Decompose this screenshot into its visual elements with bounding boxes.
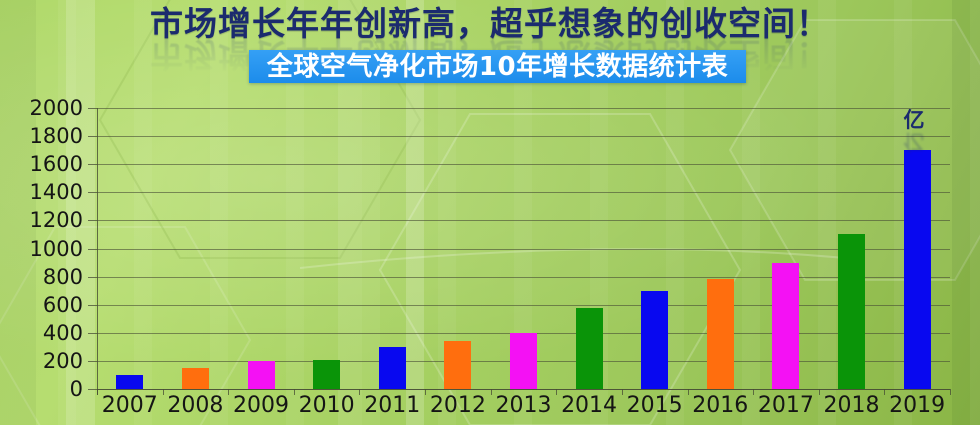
y-axis-tick <box>88 136 97 138</box>
y-axis-tick <box>88 248 97 250</box>
bar <box>641 290 669 389</box>
y-axis-tick <box>88 192 97 194</box>
unit-label-reflection: 亿 <box>903 130 925 154</box>
x-axis-tick <box>753 389 755 395</box>
x-axis-label: 2016 <box>692 393 749 418</box>
y-axis-label: 400 <box>42 320 83 345</box>
bar-column <box>884 108 950 389</box>
gridline <box>97 304 950 306</box>
y-axis-label: 800 <box>42 264 83 289</box>
x-axis-label: 2015 <box>626 393 683 418</box>
bar-column <box>819 108 885 389</box>
x-axis-line <box>97 389 950 390</box>
gridline <box>97 220 950 222</box>
y-axis-tick <box>88 108 97 109</box>
x-axis-label: 2018 <box>823 393 880 418</box>
y-axis-labels: 0 200 400 600 800 1000 1200 1400 1600 1800 2000 <box>0 97 83 400</box>
x-axis-tick <box>621 389 623 395</box>
bar <box>313 359 341 389</box>
gridline <box>97 136 950 138</box>
bar-column <box>687 108 753 389</box>
bar <box>706 279 734 389</box>
bar-column <box>622 108 688 389</box>
x-axis-tick <box>425 389 427 395</box>
x-axis-tick <box>490 389 492 395</box>
gridline <box>97 248 950 250</box>
bar <box>772 262 800 389</box>
x-axis-tick <box>818 389 820 395</box>
y-axis-label: 2000 <box>29 96 83 120</box>
x-axis-labels: 2007 2008 2009 2010 2011 2012 2013 2014 2015 2016… <box>97 394 950 418</box>
bar <box>444 341 472 389</box>
x-axis-label: 2014 <box>561 393 618 418</box>
x-axis-label: 2010 <box>298 393 355 418</box>
y-axis-label: 1600 <box>29 152 83 177</box>
y-axis-label: 1400 <box>29 180 83 205</box>
bar-column <box>359 108 425 389</box>
y-axis-label: 200 <box>42 348 83 373</box>
bar <box>838 234 865 389</box>
x-axis-label: 2008 <box>167 393 224 418</box>
x-axis-tick <box>884 389 886 395</box>
bar <box>181 367 209 389</box>
bar-column <box>491 108 557 389</box>
y-axis-tick <box>88 332 97 334</box>
y-axis-label: 600 <box>42 292 83 317</box>
x-axis-label: 2012 <box>429 393 486 418</box>
y-axis-tick <box>88 360 97 362</box>
y-axis-label: 1200 <box>29 208 83 233</box>
bar-column <box>163 108 229 389</box>
bar <box>116 374 144 389</box>
y-axis-tick <box>88 276 97 278</box>
subtitle-banner: 全球空气净化市场10年增长数据统计表 <box>249 50 746 83</box>
y-axis-line <box>97 108 98 395</box>
bar-column <box>556 108 622 389</box>
plot-area <box>88 108 951 395</box>
x-axis-label: 2011 <box>364 393 421 418</box>
bars-layer <box>97 108 950 389</box>
x-axis-tick <box>950 389 951 395</box>
bar <box>378 346 406 389</box>
gridline <box>97 108 950 109</box>
y-axis-tick <box>88 389 97 390</box>
bar <box>247 360 275 389</box>
gridline <box>97 164 950 166</box>
x-axis-label: 2007 <box>101 393 158 418</box>
bar-column <box>425 108 491 389</box>
bar <box>575 307 603 389</box>
x-axis-tick <box>556 389 558 395</box>
y-axis-label: 0 <box>69 377 83 401</box>
x-axis-label: 2017 <box>757 393 814 418</box>
y-axis-label: 1800 <box>29 124 83 149</box>
page-title: 市场增长年年创新高，超乎想象的创收空间！ <box>150 4 830 43</box>
x-axis-tick <box>359 389 361 395</box>
y-axis-tick <box>88 304 97 306</box>
y-axis-tick <box>88 164 97 166</box>
x-axis-label: 2019 <box>889 393 946 418</box>
x-axis-tick <box>228 389 230 395</box>
bar-column <box>753 108 819 389</box>
x-axis-label: 2009 <box>233 393 290 418</box>
unit-label: 亿 <box>903 108 925 132</box>
bar <box>903 150 931 389</box>
bar-column <box>97 108 163 389</box>
bar-column <box>228 108 294 389</box>
bar-column <box>294 108 360 389</box>
y-axis-tick <box>88 220 97 222</box>
gridline <box>97 192 950 194</box>
bar <box>509 332 537 389</box>
y-axis-label: 1000 <box>29 236 83 261</box>
x-axis-label: 2013 <box>495 393 552 418</box>
x-axis-tick <box>293 389 295 395</box>
gridline <box>97 276 950 278</box>
x-axis-tick <box>687 389 689 395</box>
x-axis-tick <box>162 389 164 395</box>
